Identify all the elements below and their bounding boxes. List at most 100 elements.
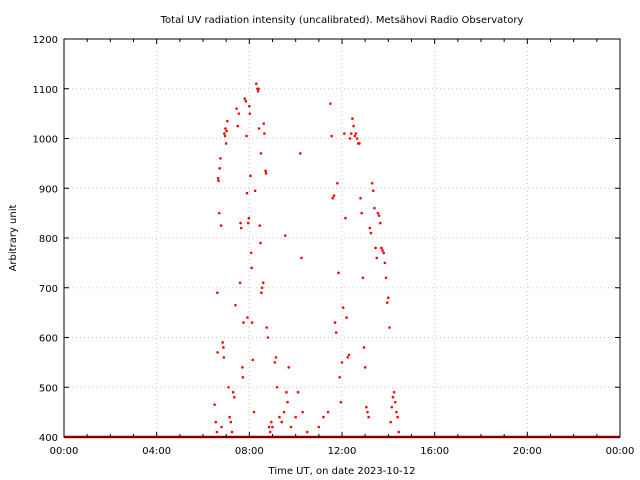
data-point [250, 266, 253, 270]
data-point [278, 415, 281, 419]
data-point [339, 400, 343, 404]
data-point [231, 390, 235, 394]
data-point [347, 353, 351, 357]
data-point [286, 400, 289, 404]
data-point [275, 385, 279, 389]
grid-lines [64, 39, 620, 437]
data-point [296, 390, 300, 394]
data-point [355, 137, 359, 140]
x-tick-label: 12:00 [328, 446, 357, 457]
x-tick-label: 20:00 [513, 446, 542, 457]
data-point [388, 326, 391, 329]
data-point [247, 216, 251, 220]
data-point [375, 256, 379, 260]
x-tick-label: 08:00 [235, 446, 264, 457]
data-point [257, 87, 260, 91]
data-point [294, 415, 297, 419]
data-point [267, 425, 271, 429]
data-point [248, 104, 251, 108]
data-point [224, 142, 228, 145]
data-point [223, 132, 226, 135]
y-tick-label: 400 [39, 433, 58, 444]
data-point [243, 97, 246, 100]
data-point [268, 430, 272, 434]
data-point [322, 415, 325, 419]
data-point [365, 405, 368, 409]
data-point [265, 326, 269, 329]
data-point [216, 291, 219, 295]
data-point [259, 152, 263, 155]
axis-ticks: 00:00 04:00 08:00 12:00 16:00 20:00 00:00 400 50… [33, 35, 635, 457]
data-point [359, 196, 362, 200]
data-point [236, 124, 240, 128]
data-point [340, 361, 344, 364]
data-point [249, 174, 252, 178]
data-point [249, 251, 253, 255]
data-point [226, 119, 229, 123]
data-point [251, 358, 255, 362]
x-tick-label: 00:00 [50, 446, 79, 457]
y-tick-label: 600 [39, 334, 58, 345]
data-point [271, 425, 274, 429]
y-tick-label: 1100 [33, 85, 58, 96]
data-point [346, 356, 350, 359]
data-point [332, 194, 336, 198]
data-point [219, 224, 223, 227]
data-point [222, 346, 225, 349]
data-point [273, 361, 277, 364]
data-point [234, 303, 237, 307]
data-point [239, 226, 243, 230]
data-point [229, 420, 233, 424]
data-point [227, 385, 230, 389]
data-point [280, 420, 284, 424]
data-point [232, 395, 236, 399]
x-tick-label: 00:00 [606, 446, 635, 457]
data-point [218, 167, 221, 170]
data-point [217, 179, 220, 183]
data-point [217, 211, 221, 215]
data-point [387, 296, 390, 300]
y-tick-label: 900 [39, 184, 58, 195]
data-point [216, 351, 219, 354]
data-point [242, 321, 245, 324]
data-point [397, 430, 401, 434]
data-point [222, 356, 226, 359]
data-point [390, 405, 394, 409]
data-point [362, 346, 366, 349]
data-point [264, 169, 267, 173]
data-point [301, 410, 304, 414]
data-point [361, 276, 365, 280]
data-point [237, 112, 241, 115]
data-point [366, 410, 369, 414]
data-point [384, 276, 388, 280]
data-point [385, 301, 389, 304]
data-point [395, 410, 398, 414]
data-point [344, 216, 347, 220]
data-point [213, 403, 216, 406]
data-point [282, 410, 286, 414]
data-point [260, 291, 263, 295]
x-axis-label: Time UT, on date 2023-10-12 [268, 466, 416, 477]
y-axis-label: Arbitrary unit [8, 205, 19, 272]
data-point [215, 430, 219, 434]
data-point [337, 271, 340, 275]
data-point [351, 117, 354, 120]
data-point [377, 214, 381, 217]
data-point [354, 132, 358, 135]
data-point [262, 122, 265, 125]
data-point [382, 251, 386, 255]
data-point [258, 224, 262, 227]
data-point [393, 400, 397, 404]
data-point [389, 420, 392, 424]
data-point [391, 395, 395, 399]
data-point [270, 420, 273, 424]
data-point [220, 425, 223, 429]
y-tick-label: 800 [39, 234, 58, 245]
data-point [261, 281, 265, 285]
data-point [259, 241, 262, 245]
data-point [380, 246, 383, 250]
data-point [349, 132, 353, 135]
data-point [333, 321, 337, 324]
data-point [300, 256, 303, 260]
